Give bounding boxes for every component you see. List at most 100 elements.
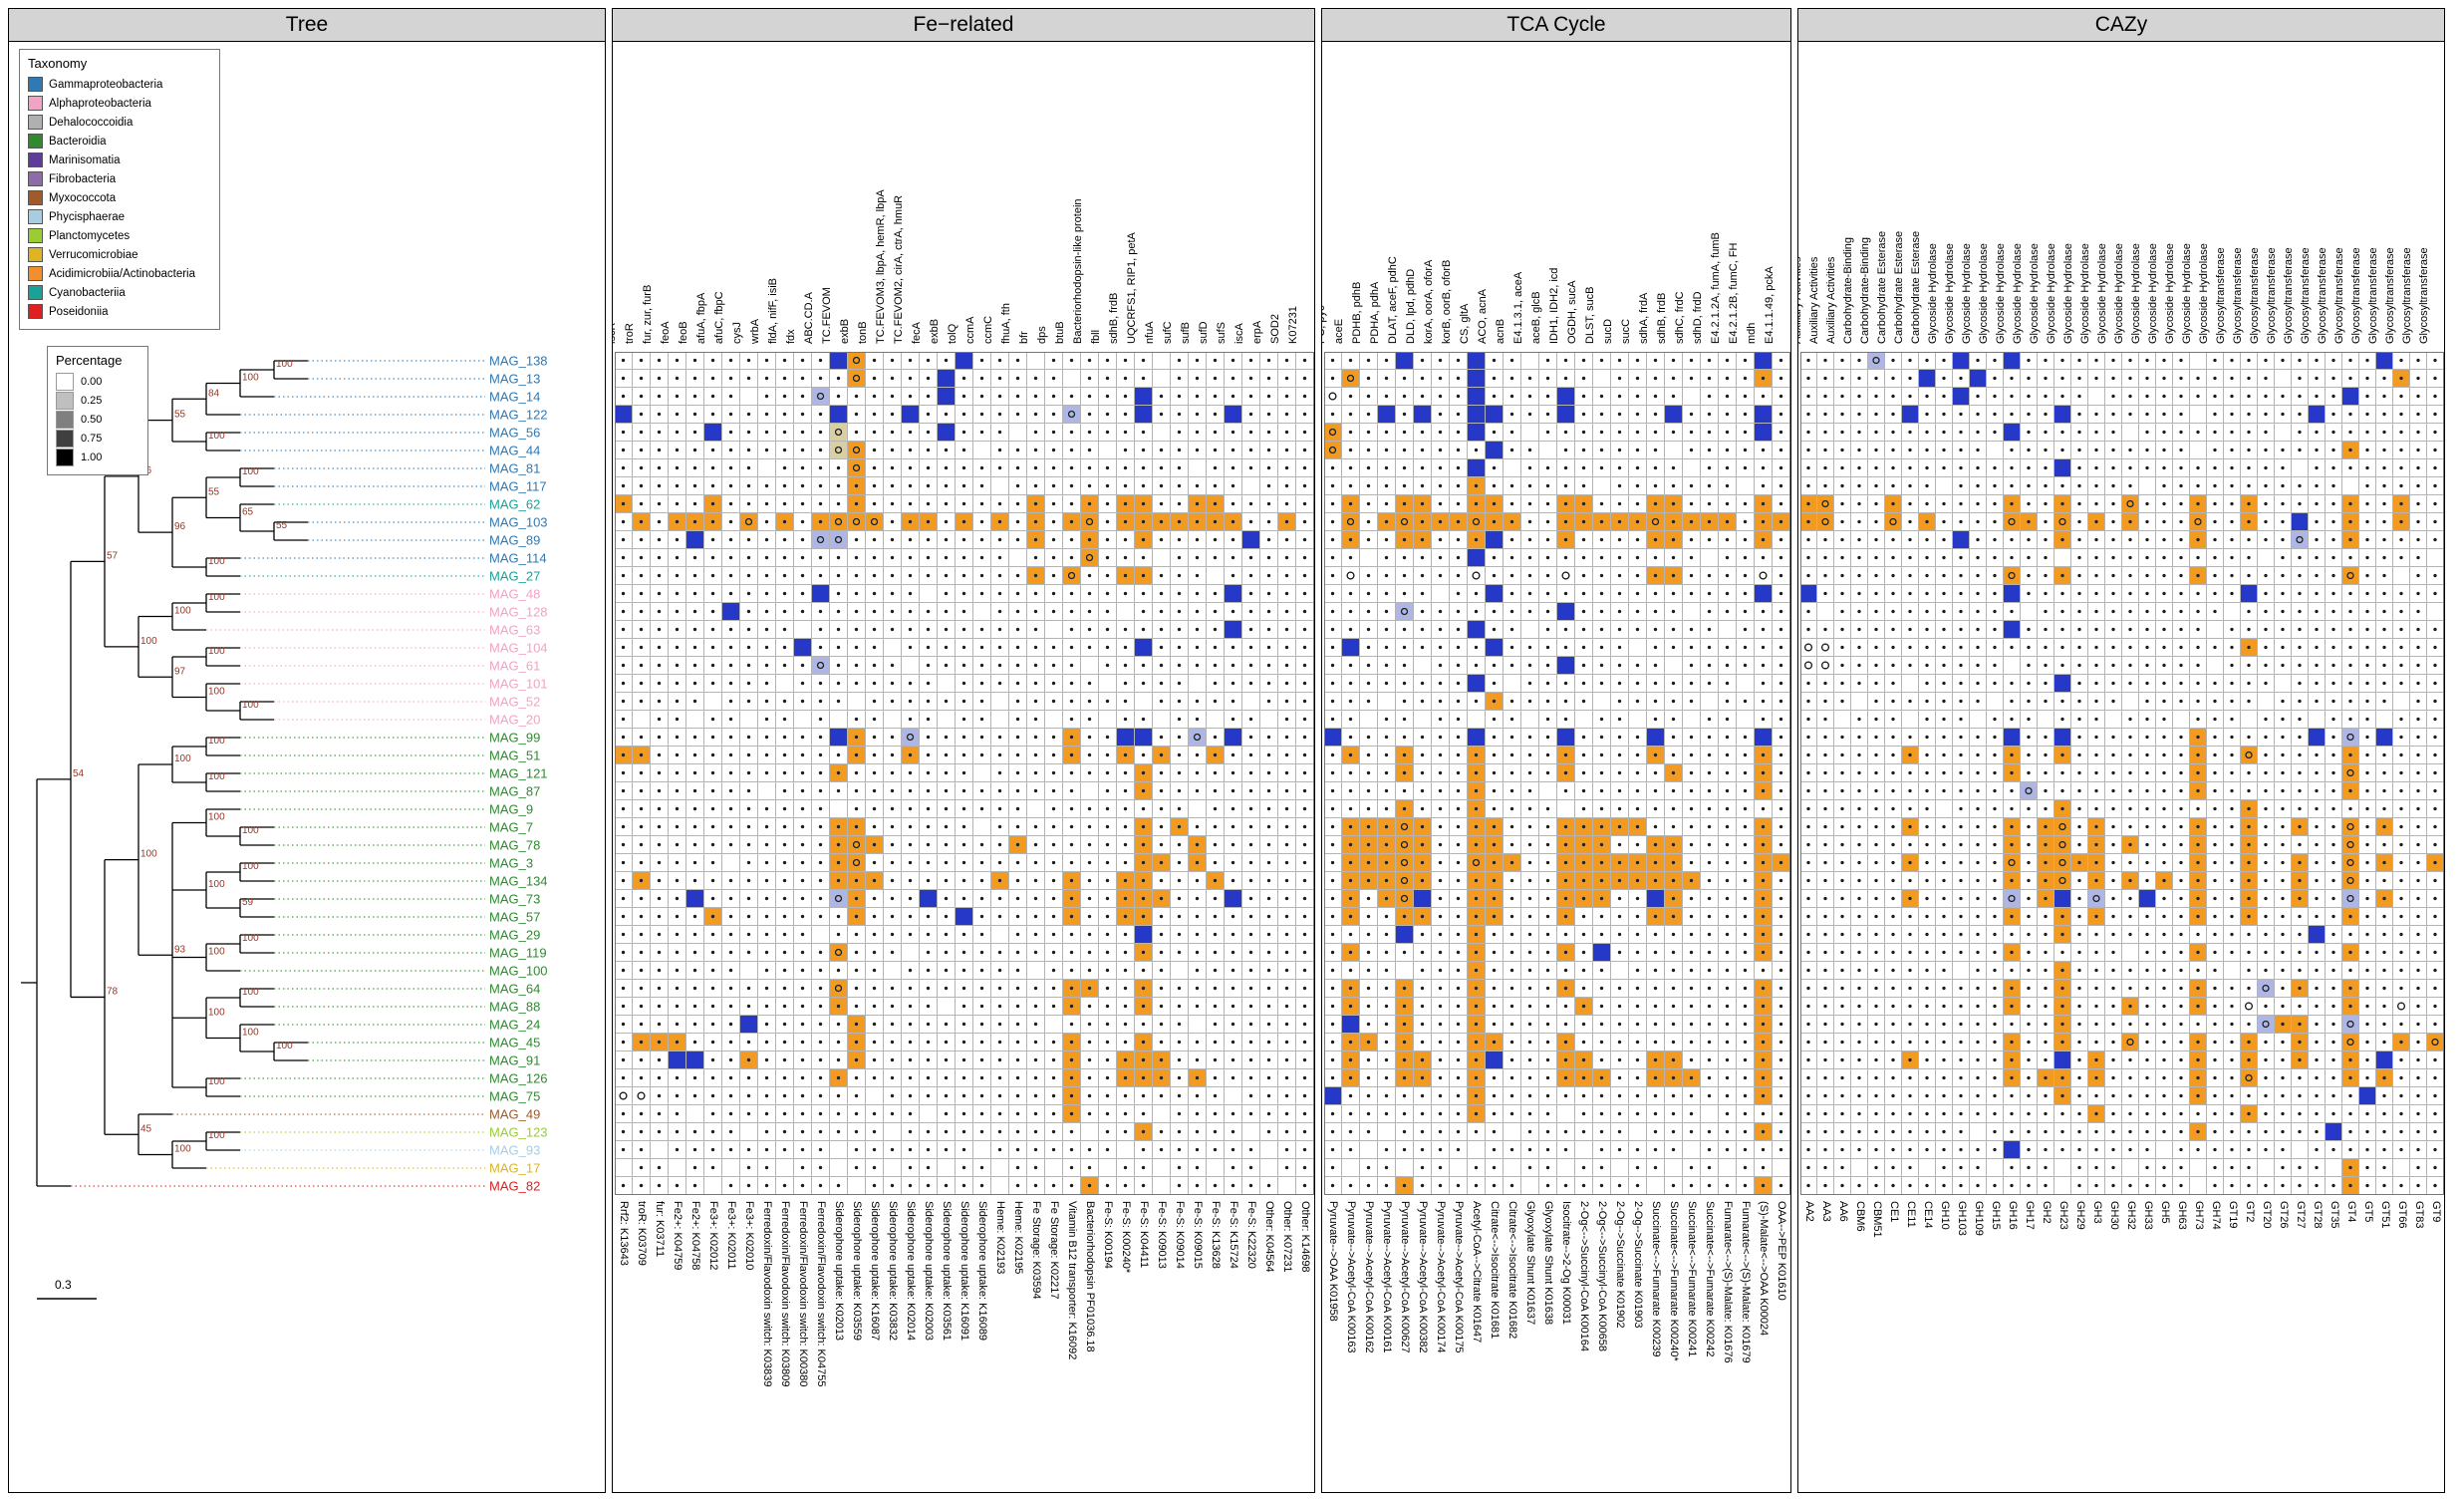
heatmap-cell bbox=[902, 657, 920, 675]
heatmap-cell bbox=[2071, 1069, 2088, 1087]
taxonomy-legend-title: Taxonomy bbox=[28, 56, 88, 71]
column-top-label: Glycosyltransferase bbox=[2231, 247, 2244, 344]
heatmap-cell bbox=[2054, 980, 2071, 998]
heatmap-cell bbox=[1135, 962, 1153, 980]
heatmap-cell bbox=[2427, 639, 2444, 657]
heatmap-cell bbox=[1063, 1087, 1081, 1105]
heatmap-cell bbox=[2275, 1016, 2292, 1034]
heatmap-cell bbox=[2376, 693, 2393, 711]
heatmap-cell bbox=[740, 549, 758, 567]
heatmap-cell bbox=[1414, 603, 1432, 621]
heatmap-cell bbox=[2071, 531, 2088, 549]
heatmap-cell bbox=[1342, 800, 1360, 818]
heatmap-cell bbox=[1378, 980, 1396, 998]
heatmap-cell bbox=[1296, 1123, 1314, 1141]
heatmap-cell bbox=[686, 693, 704, 711]
heatmap-cell bbox=[1800, 1123, 1817, 1141]
heatmap-cell bbox=[2004, 1105, 2021, 1123]
tca-cycle-heatmap: PC, pyc aceE PDHB, pdhB PDHA, pdhA DLAT, ace… bbox=[1322, 41, 1790, 1492]
heatmap-cell bbox=[2054, 693, 2071, 711]
heatmap-cell bbox=[1936, 424, 1953, 442]
heatmap-cell bbox=[615, 567, 633, 585]
heatmap-cell bbox=[1468, 980, 1486, 998]
heatmap-cell bbox=[2224, 675, 2241, 693]
heatmap-cell bbox=[2207, 890, 2224, 908]
heatmap-cell bbox=[1919, 1069, 1936, 1087]
heatmap-cell bbox=[776, 1177, 794, 1195]
heatmap-cell bbox=[2207, 1123, 2224, 1141]
heatmap-cell bbox=[866, 370, 884, 388]
heatmap-cell bbox=[633, 944, 651, 962]
heatmap-cell bbox=[812, 639, 830, 657]
heatmap-cell bbox=[1773, 495, 1790, 513]
heatmap-cell bbox=[1450, 998, 1468, 1016]
heatmap-cell bbox=[1970, 675, 1987, 693]
heatmap-cell bbox=[1557, 998, 1575, 1016]
heatmap-cell bbox=[1629, 406, 1647, 424]
heatmap-cell bbox=[2088, 675, 2105, 693]
heatmap-cell bbox=[1902, 1069, 1919, 1087]
heatmap-cell bbox=[1063, 603, 1081, 621]
heatmap-cell bbox=[2241, 388, 2258, 406]
heatmap-cell bbox=[1081, 729, 1099, 747]
heatmap-cell bbox=[1081, 1159, 1099, 1177]
heatmap-cell bbox=[2342, 603, 2359, 621]
column-bottom-label: CBM51 bbox=[1870, 1201, 1883, 1238]
heatmap-cell bbox=[884, 495, 902, 513]
heatmap-cell bbox=[1324, 1016, 1342, 1034]
heatmap-cell bbox=[1135, 459, 1153, 477]
heatmap-cell bbox=[1504, 657, 1521, 675]
heatmap-cell bbox=[1504, 980, 1521, 998]
heatmap-cell bbox=[1665, 459, 1683, 477]
heatmap-cell bbox=[1296, 657, 1314, 675]
column-bottom-label: GT9 bbox=[2429, 1201, 2442, 1223]
heatmap-cell bbox=[2190, 890, 2207, 908]
taxonomy-color-swatch bbox=[28, 96, 43, 111]
heatmap-cell bbox=[1324, 711, 1342, 729]
heatmap-cell bbox=[1189, 549, 1207, 567]
heatmap-cell bbox=[1611, 926, 1629, 944]
heatmap-cell bbox=[1665, 549, 1683, 567]
heatmap-cell bbox=[866, 352, 884, 370]
heatmap-cell bbox=[1135, 854, 1153, 872]
heatmap-cell bbox=[1629, 621, 1647, 639]
heatmap-cell bbox=[1611, 1159, 1629, 1177]
heatmap-cell bbox=[2207, 370, 2224, 388]
heatmap-cell bbox=[1953, 459, 1970, 477]
heatmap-cell bbox=[669, 549, 686, 567]
heatmap-cell bbox=[991, 1087, 1009, 1105]
heatmap-cell bbox=[1296, 477, 1314, 495]
heatmap-cell bbox=[2088, 1105, 2105, 1123]
heatmap-cell bbox=[1135, 980, 1153, 998]
heatmap-cell bbox=[1953, 567, 1970, 585]
heatmap-cell bbox=[2054, 747, 2071, 764]
heatmap-cell bbox=[1432, 495, 1450, 513]
heatmap-cell bbox=[1665, 424, 1683, 442]
heatmap-cell bbox=[1987, 890, 2004, 908]
heatmap-cell bbox=[1521, 1159, 1539, 1177]
heatmap-cell bbox=[2071, 890, 2088, 908]
heatmap-cell bbox=[1953, 639, 1970, 657]
heatmap-cell bbox=[1450, 495, 1468, 513]
heatmap-cell bbox=[1117, 531, 1135, 549]
heatmap-cell bbox=[2207, 424, 2224, 442]
heatmap-cell bbox=[1629, 998, 1647, 1016]
heatmap-cell bbox=[1737, 1087, 1755, 1105]
heatmap-cell bbox=[651, 693, 669, 711]
heatmap-cell bbox=[1117, 800, 1135, 818]
heatmap-cell bbox=[866, 1087, 884, 1105]
heatmap-cell bbox=[740, 1159, 758, 1177]
heatmap-cell bbox=[1296, 854, 1314, 872]
heatmap-cell bbox=[1834, 944, 1851, 962]
heatmap-cell bbox=[1953, 603, 1970, 621]
tree-panel: Tree MAG_138 MAG_13 100 MAG_14 100 MAG_122 84 M… bbox=[8, 8, 606, 1493]
heatmap-cell bbox=[1987, 1087, 2004, 1105]
heatmap-cell bbox=[1593, 549, 1611, 567]
heatmap-cell bbox=[1063, 1051, 1081, 1069]
heatmap-cell bbox=[1153, 962, 1171, 980]
heatmap-cell bbox=[776, 567, 794, 585]
heatmap-cell bbox=[1755, 370, 1773, 388]
heatmap-cell bbox=[776, 1123, 794, 1141]
heatmap-cell bbox=[973, 711, 991, 729]
heatmap-cell bbox=[1324, 477, 1342, 495]
